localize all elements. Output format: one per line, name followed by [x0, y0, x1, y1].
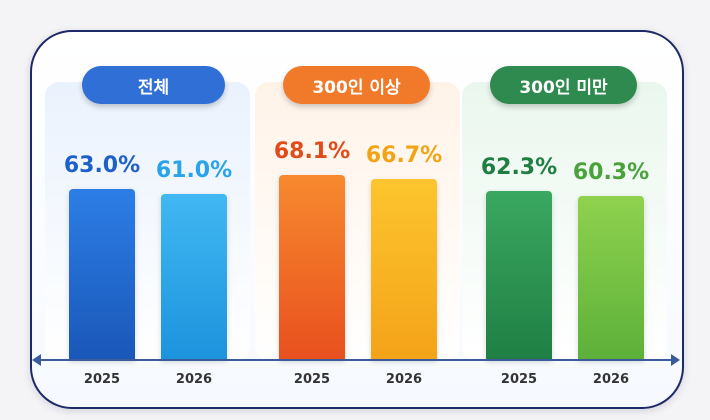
bar — [578, 196, 644, 360]
x-tick-label: 2026 — [385, 372, 423, 387]
axis-left-arrow-icon — [32, 354, 41, 366]
data-label: 62.3% — [480, 154, 558, 180]
bar — [279, 175, 345, 360]
data-label: 60.3% — [572, 160, 650, 186]
x-tick-label: 2025 — [83, 372, 121, 387]
data-label: 68.1% — [273, 139, 351, 164]
data-label: 61.0% — [155, 158, 233, 184]
x-tick-label: 2026 — [175, 372, 213, 387]
group-label-pill: 전체 — [82, 66, 225, 104]
bar — [161, 194, 227, 360]
x-tick-label: 2025 — [293, 372, 331, 387]
x-tick-label: 2026 — [592, 372, 630, 387]
group-label-pill: 300인 이상 — [283, 66, 430, 104]
bar — [486, 190, 552, 360]
group-label-pill: 300인 미만 — [490, 66, 637, 104]
bar — [371, 178, 437, 360]
data-label: 66.7% — [365, 142, 443, 168]
axis-right-arrow-icon — [671, 354, 680, 366]
x-axis-line — [38, 359, 672, 361]
x-tick-label: 2025 — [500, 372, 538, 387]
data-label: 63.0% — [63, 152, 141, 178]
bar — [69, 188, 135, 360]
